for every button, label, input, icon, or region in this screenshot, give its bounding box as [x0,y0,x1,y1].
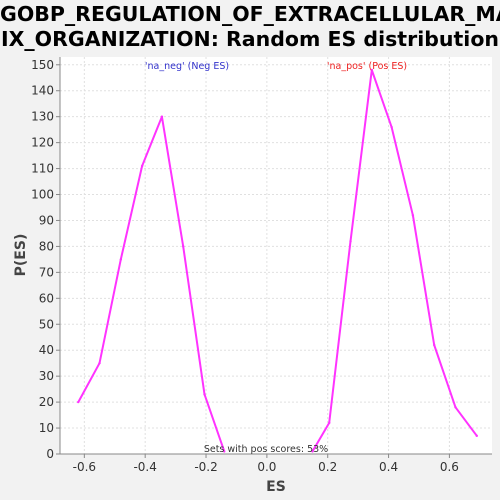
x-axis-label: ES [266,479,286,495]
y-tick-label: 80 [39,239,54,253]
y-tick-label: 60 [39,291,54,305]
x-tick-label: 0.2 [318,460,337,474]
data-point [311,450,314,453]
grid-lines [60,57,492,454]
y-tick-label: 140 [31,84,54,98]
data-point [182,245,185,248]
data-point [140,164,144,168]
data-point [160,115,164,118]
y-tick-label: 30 [39,369,54,383]
y-tick-label: 20 [39,395,54,409]
data-point [411,214,415,217]
chart-title-line-1: GOBP_REGULATION_OF_EXTRACELLULAR_MATR [0,2,500,26]
data-point [349,240,352,243]
y-tick-label: 100 [31,188,54,202]
y-tick-label: 120 [31,136,54,150]
series-label-pos: 'na_pos' (Pos ES) [327,61,407,72]
data-point [328,421,331,425]
x-tick-label: 0.6 [440,460,459,474]
x-axis-ticks: -0.6 -0.4 -0.2 0.0 0.2 0.4 0.6 [73,454,459,474]
pos-scores-annotation: Sets with pos scores: 53% [204,444,328,455]
y-axis-ticks: 0 10 20 30 40 50 60 70 80 90 100 110 120 130 140 150 [31,58,60,461]
data-point [454,406,457,409]
data-point [223,450,226,453]
data-point [432,343,436,347]
y-tick-label: 130 [31,110,54,124]
y-tick-label: 10 [39,421,54,435]
y-axis-label: P(ES) [13,234,29,277]
y-tick-label: 70 [39,265,54,279]
x-tick-label: -0.6 [73,460,96,474]
chart-title-line-2: IX_ORGANIZATION: Random ES distribution [0,27,500,51]
x-tick-label: 0.4 [379,460,398,474]
y-tick-label: 150 [31,58,54,72]
series-label-neg: 'na_neg' (Neg ES) [145,61,229,72]
data-point [98,361,101,365]
x-tick-label: 0.0 [257,460,276,474]
data-point [77,400,80,404]
y-tick-label: 50 [39,317,54,331]
data-point [370,68,374,72]
y-tick-label: 110 [31,162,54,176]
y-tick-label: 40 [39,343,54,357]
y-tick-label: 90 [39,213,54,227]
data-point [475,434,478,438]
x-tick-label: -0.2 [194,460,217,474]
series-line-0 [77,115,226,452]
data-point [390,125,393,129]
data-point [119,258,123,261]
y-tick-label: 0 [46,447,54,461]
x-tick-label: -0.4 [133,460,156,474]
data-point [203,393,206,396]
series-lines [77,68,478,453]
